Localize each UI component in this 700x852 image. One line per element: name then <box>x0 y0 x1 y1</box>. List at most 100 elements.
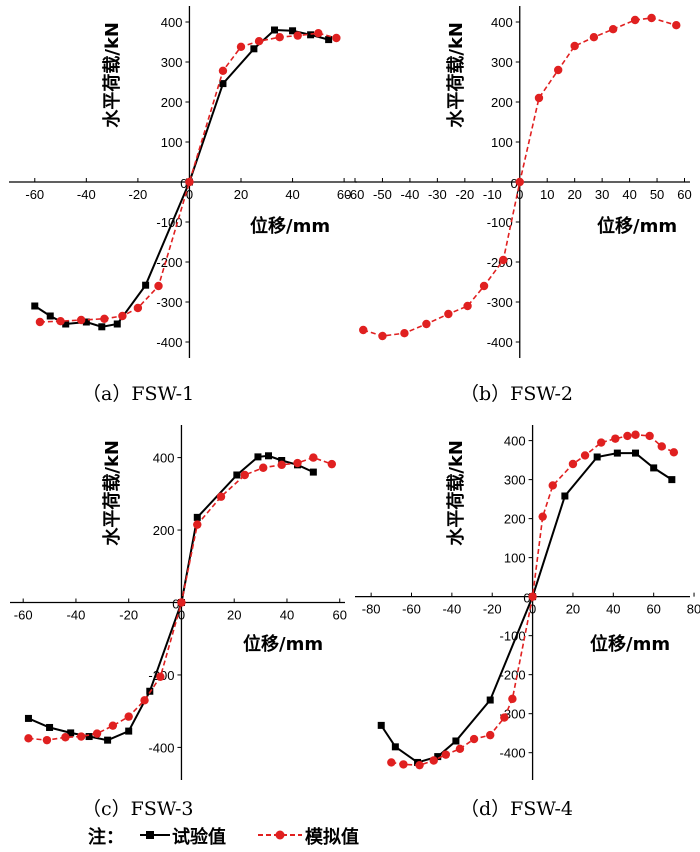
y-tick-label-a: -200 <box>156 255 182 270</box>
y-tick-label-c: 400 <box>153 451 175 466</box>
x-axis-title-c: 位移/mm <box>243 633 323 655</box>
y-tick-label-d: 300 <box>504 473 526 488</box>
point-sim-b <box>534 93 544 103</box>
y-tick-label-b: -200 <box>487 255 513 270</box>
point-test-a <box>113 320 121 328</box>
point-test-c <box>278 457 286 464</box>
origin-label-d: 0 <box>523 591 530 606</box>
origin-label-a: 0 <box>180 176 187 191</box>
x-tick-label-c: 40 <box>280 608 294 623</box>
point-sim-b <box>570 41 579 51</box>
y-tick-label-a: 200 <box>161 95 183 110</box>
point-test-d <box>391 743 399 751</box>
legend-label-sim: 模拟值 <box>305 826 359 848</box>
panel-d: -80 -60 -40 -20 0 20 40 60 80-400-300-200-100100… <box>355 425 700 780</box>
x-tick-label-b: 60 <box>677 187 691 202</box>
point-test-c <box>254 453 262 461</box>
x-tick-label-c: 0 <box>178 608 185 623</box>
point-sim-d <box>500 713 509 722</box>
x-tick-label-a: 0 <box>186 187 193 202</box>
point-sim-c <box>327 459 337 469</box>
point-test-a <box>307 31 315 39</box>
point-sim-c <box>24 734 33 743</box>
point-sim-a <box>218 66 228 76</box>
x-axis-title-a: 位移/mm <box>250 215 330 237</box>
point-sim-d <box>597 438 606 447</box>
x-tick-label-d: 40 <box>606 602 620 617</box>
point-sim-c <box>156 672 165 681</box>
x-tick-label-c: 60 <box>332 608 346 623</box>
point-test-a <box>250 45 258 53</box>
point-sim-a <box>254 37 264 46</box>
point-test-d <box>668 476 676 484</box>
point-sim-a <box>154 281 163 291</box>
point-test-a <box>46 312 54 320</box>
y-tick-label-b: -100 <box>487 215 513 230</box>
point-sim-d <box>669 448 679 457</box>
point-sim-b <box>378 331 387 341</box>
x-tick-label-a: -40 <box>77 187 96 202</box>
point-test-a <box>289 27 297 35</box>
point-sim-b <box>479 281 489 291</box>
x-tick-label-c: -20 <box>119 608 138 623</box>
panel-a: -60 -40 -20 0 20 40 60-400-300-200-10010020030… <box>9 6 357 358</box>
y-tick-label-d: 400 <box>504 434 526 449</box>
x-tick-label-b: 10 <box>540 187 554 202</box>
point-sim-c <box>42 735 52 745</box>
x-tick-label-d: 80 <box>687 602 700 617</box>
y-tick-label-c: -400 <box>148 740 174 755</box>
point-test-c <box>233 471 241 479</box>
point-sim-d <box>538 512 547 521</box>
x-tick-label-c: -60 <box>14 608 33 623</box>
y-tick-label-d: 200 <box>504 512 526 527</box>
point-sim-b <box>553 65 563 75</box>
point-sim-d <box>631 430 640 439</box>
point-test-c <box>67 729 75 737</box>
legend-label-test: 试验值 <box>172 826 226 848</box>
point-sim-c <box>77 732 86 741</box>
point-test-d <box>434 753 442 761</box>
y-tick-label-a: -400 <box>156 335 182 350</box>
point-test-d <box>452 737 460 745</box>
point-test-c <box>85 733 93 741</box>
point-sim-c <box>277 460 286 470</box>
caption-b: （b）FSW-2 <box>460 383 573 405</box>
point-sim-b <box>672 21 681 30</box>
point-test-d <box>486 696 494 704</box>
panel-b: -60 -50 -40 -30 -20 -10 0 10 20 30 40 50 60-400-300-… <box>346 6 692 358</box>
origin-label-c: 0 <box>172 597 179 612</box>
point-sim-d <box>657 442 666 451</box>
point-sim-a <box>293 31 302 40</box>
point-test-a <box>62 320 70 328</box>
x-tick-label-a: 60 <box>337 187 351 202</box>
x-tick-label-c: 20 <box>227 608 241 623</box>
point-sim-a <box>100 314 109 323</box>
point-sim-c <box>216 492 226 501</box>
point-sim-b <box>463 301 472 311</box>
point-sim-d <box>611 434 620 443</box>
point-sim-d <box>568 459 578 469</box>
point-sim-c <box>240 470 249 480</box>
y-tick-label-b: -300 <box>487 295 513 310</box>
point-sim-b <box>444 309 453 319</box>
point-sim-c <box>193 520 202 529</box>
y-tick-label-d: -200 <box>500 668 526 683</box>
point-test-a <box>219 80 227 88</box>
y-tick-label-a: 100 <box>161 135 183 150</box>
y-tick-label-b: 200 <box>491 95 513 110</box>
point-test-d <box>632 449 640 457</box>
point-sim-b <box>647 13 656 23</box>
y-tick-label-b: 100 <box>491 135 513 150</box>
point-test-d <box>377 721 385 729</box>
caption-c: （c）FSW-3 <box>82 798 194 820</box>
point-sim-c <box>140 696 149 705</box>
series-line-test-d <box>380 452 673 764</box>
point-sim-b <box>499 255 508 265</box>
point-sim-a <box>118 311 127 321</box>
y-tick-label-d: -100 <box>500 629 526 644</box>
point-test-c <box>193 513 201 521</box>
y-axis-title-d: 水平荷载/kN <box>445 440 467 546</box>
x-tick-label-a: 20 <box>234 187 248 202</box>
point-sim-d <box>469 734 479 744</box>
legend-marker-test <box>146 831 154 839</box>
